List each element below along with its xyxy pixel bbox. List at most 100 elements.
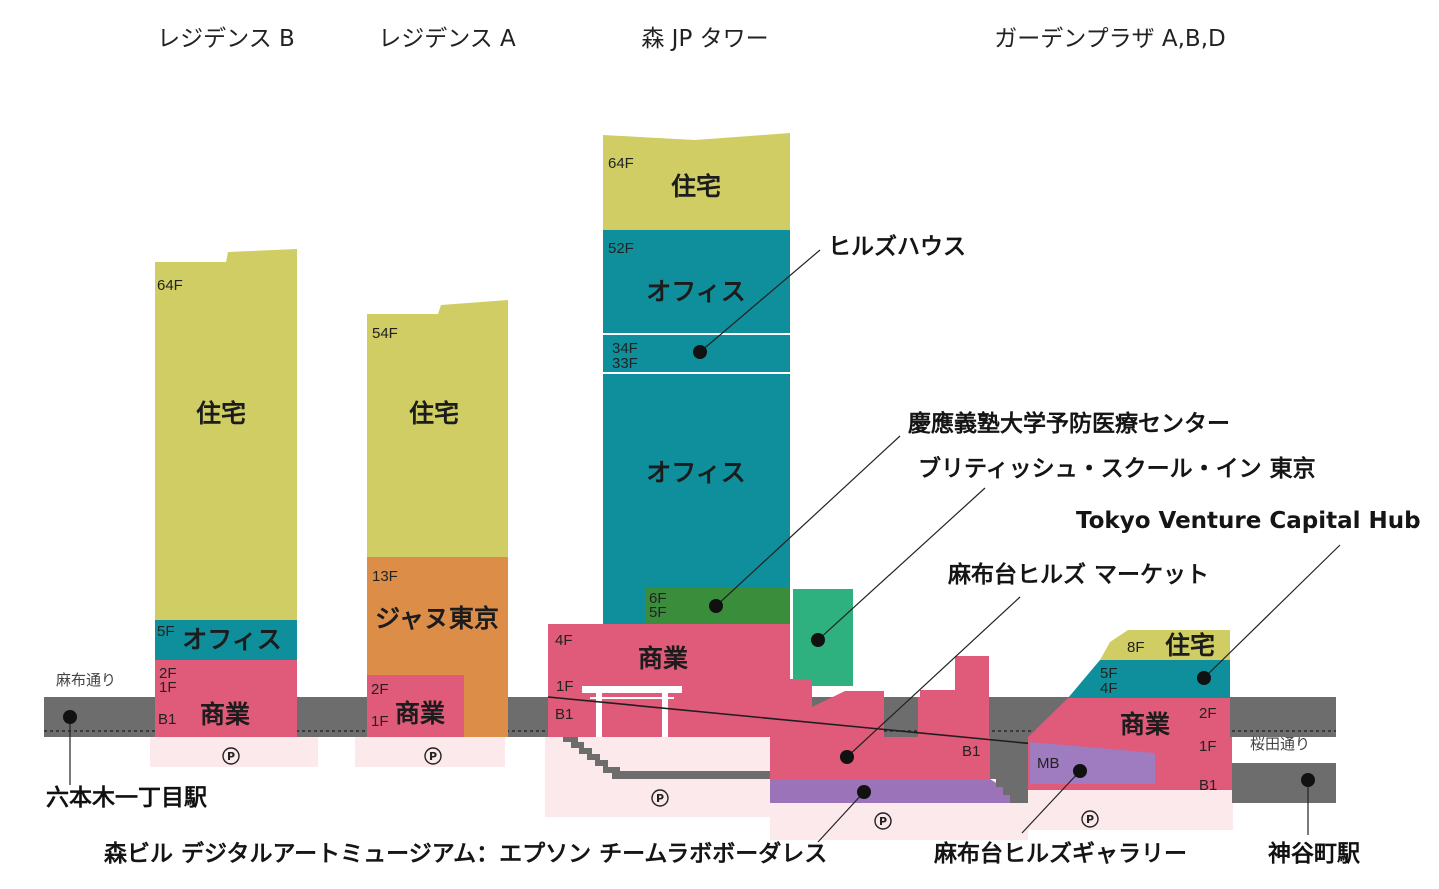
garden-floor-b1: B1	[1199, 777, 1217, 794]
tower-floor-5f: 5F	[649, 604, 667, 621]
digital-art-dot	[857, 785, 871, 799]
residence-a-residential-label: 住宅	[409, 399, 459, 428]
svg-text:P: P	[429, 750, 437, 763]
header-residence-b: レジデンス B	[157, 26, 295, 52]
residence-b-residential	[155, 249, 297, 620]
gallery-floor-mb: MB	[1037, 755, 1060, 772]
tower-office-lower-label: オフィス	[646, 458, 746, 487]
svg-text:P: P	[879, 815, 887, 828]
tower-floor-33f: 33F	[612, 355, 638, 372]
residence-b-building: 64F 住宅 5F オフィス 2F 1F B1 商業	[155, 249, 297, 737]
tower-commercial	[548, 624, 790, 737]
tower-office-lower	[603, 374, 790, 625]
garden-floor-5f: 5F	[1100, 665, 1118, 682]
tower-floor-b1: B1	[555, 706, 573, 723]
market-podium-tower	[920, 656, 989, 697]
station-roppongi-itchome: 六本木一丁目駅	[46, 785, 207, 811]
residence-b-floor-5f: 5F	[157, 623, 175, 640]
callout-british-school: ブリティッシュ・スクール・イン 東京	[918, 455, 1316, 482]
residence-a-floor-54f: 54F	[372, 325, 398, 342]
garden-residential	[1100, 630, 1230, 660]
ground-level-band-east	[1232, 763, 1336, 803]
svg-text:P: P	[227, 750, 235, 763]
callout-keio-center: 慶應義塾大学予防医療センター	[908, 410, 1230, 437]
residence-a-floor-13f: 13F	[372, 568, 398, 585]
market-podium-block	[918, 697, 989, 737]
kamiyacho-station-dot	[1301, 773, 1315, 787]
residence-a-residential	[367, 300, 508, 557]
street-azabu-dori: 麻布通り	[56, 671, 116, 689]
residence-a-floor-1f: 1F	[371, 713, 389, 730]
tower-residential-label: 住宅	[671, 172, 721, 201]
residence-b-floor-b1: B1	[158, 711, 176, 728]
header-mori-jp-tower: 森 JP タワー	[641, 26, 768, 52]
garden-plaza-building: 8F 住宅 5F 4F 商業 2F 1F B1 MB	[1028, 630, 1232, 794]
residence-b-commercial	[155, 660, 297, 737]
residence-b-commercial-label: 商業	[200, 700, 250, 729]
residence-b-floor-1f: 1F	[159, 679, 177, 696]
station-kamiyacho: 神谷町駅	[1268, 840, 1360, 867]
residence-a-floor-2f: 2F	[371, 681, 389, 698]
mori-jp-tower-building: 64F 住宅 52F オフィス 34F 33F オフィス 6F 5F 4F 商業…	[548, 133, 790, 737]
residence-a-building: 54F 住宅 13F ジャヌ東京 2F 1F 商業	[367, 300, 508, 737]
tower-floor-1f: 1F	[556, 678, 574, 695]
gallery-dot	[1073, 764, 1087, 778]
garden-floor-8f: 8F	[1127, 639, 1145, 656]
street-sakurada-dori: 桜田通り	[1250, 735, 1310, 753]
header-residence-a: レジデンス A	[378, 26, 516, 52]
parking-zone-market	[770, 800, 1028, 840]
parking-icon: P	[1081, 810, 1099, 828]
tower-office-upper	[603, 230, 790, 333]
parking-icon: P	[651, 789, 669, 807]
keio-center-dot	[709, 599, 723, 613]
callout-gallery: 麻布台ヒルズギャラリー	[933, 840, 1187, 867]
market-dot	[840, 750, 854, 764]
callout-digital-art-museum: 森ビル デジタルアートミュージアム：エプソン チームラボボーダレス	[104, 840, 827, 867]
british-school-dot	[811, 633, 825, 647]
tower-basement-stairs	[563, 737, 1028, 803]
tower-floor-34f: 34F	[612, 340, 638, 357]
residence-b-floor-2f: 2F	[159, 665, 177, 682]
parking-zone-garden	[1028, 790, 1233, 830]
garden-floor-2f: 2F	[1199, 705, 1217, 722]
residence-a-commercial	[367, 675, 464, 737]
digital-art-museum-floor	[770, 779, 1028, 803]
residence-b-floor-64f: 64F	[157, 277, 183, 294]
parking-icon: P	[222, 747, 240, 765]
callout-hills-house: ヒルズハウス	[828, 233, 966, 260]
tower-commercial-label: 商業	[638, 644, 688, 673]
garden-commercial-label: 商業	[1120, 710, 1170, 739]
tower-floor-52f: 52F	[608, 240, 634, 257]
market-b1-floor	[770, 737, 1028, 779]
market-floor-b1: B1	[962, 743, 980, 760]
garden-residential-label: 住宅	[1165, 631, 1215, 660]
tower-residential	[603, 133, 790, 230]
tower-floor-64f: 64F	[608, 155, 634, 172]
garden-office	[1068, 660, 1230, 698]
parking-markers: P P P P P	[222, 747, 1099, 830]
callout-market: 麻布台ヒルズ マーケット	[947, 561, 1209, 588]
callout-tokyo-venture-capital-hub: Tokyo Venture Capital Hub	[1076, 508, 1421, 534]
tower-floor-4f: 4F	[555, 632, 573, 649]
tower-entrance-canopy	[582, 686, 682, 737]
parking-icon: P	[874, 812, 892, 830]
tower-floor-6f: 6F	[649, 590, 667, 607]
svg-text:P: P	[656, 792, 664, 805]
gallery-floor	[1030, 742, 1155, 784]
parking-zone-b	[150, 737, 318, 767]
callout-leader-lines	[69, 249, 1341, 843]
garden-floor-1f: 1F	[1199, 738, 1217, 755]
garden-floor-4f: 4F	[1100, 680, 1118, 697]
roppongi-station-dot	[63, 710, 77, 724]
header-garden-plaza: ガーデンプラザ A,B,D	[994, 26, 1225, 52]
residence-a-hotel-label: ジャヌ東京	[375, 604, 499, 633]
parking-icon: P	[424, 747, 442, 765]
svg-text:P: P	[1086, 813, 1094, 826]
parking-zone-a	[355, 737, 505, 767]
tvch-dot	[1197, 671, 1211, 685]
tower-office-upper-label: オフィス	[646, 277, 746, 306]
residence-a-commercial-label: 商業	[395, 699, 445, 728]
residence-b-office	[155, 620, 297, 660]
residence-b-office-label: オフィス	[182, 625, 282, 654]
